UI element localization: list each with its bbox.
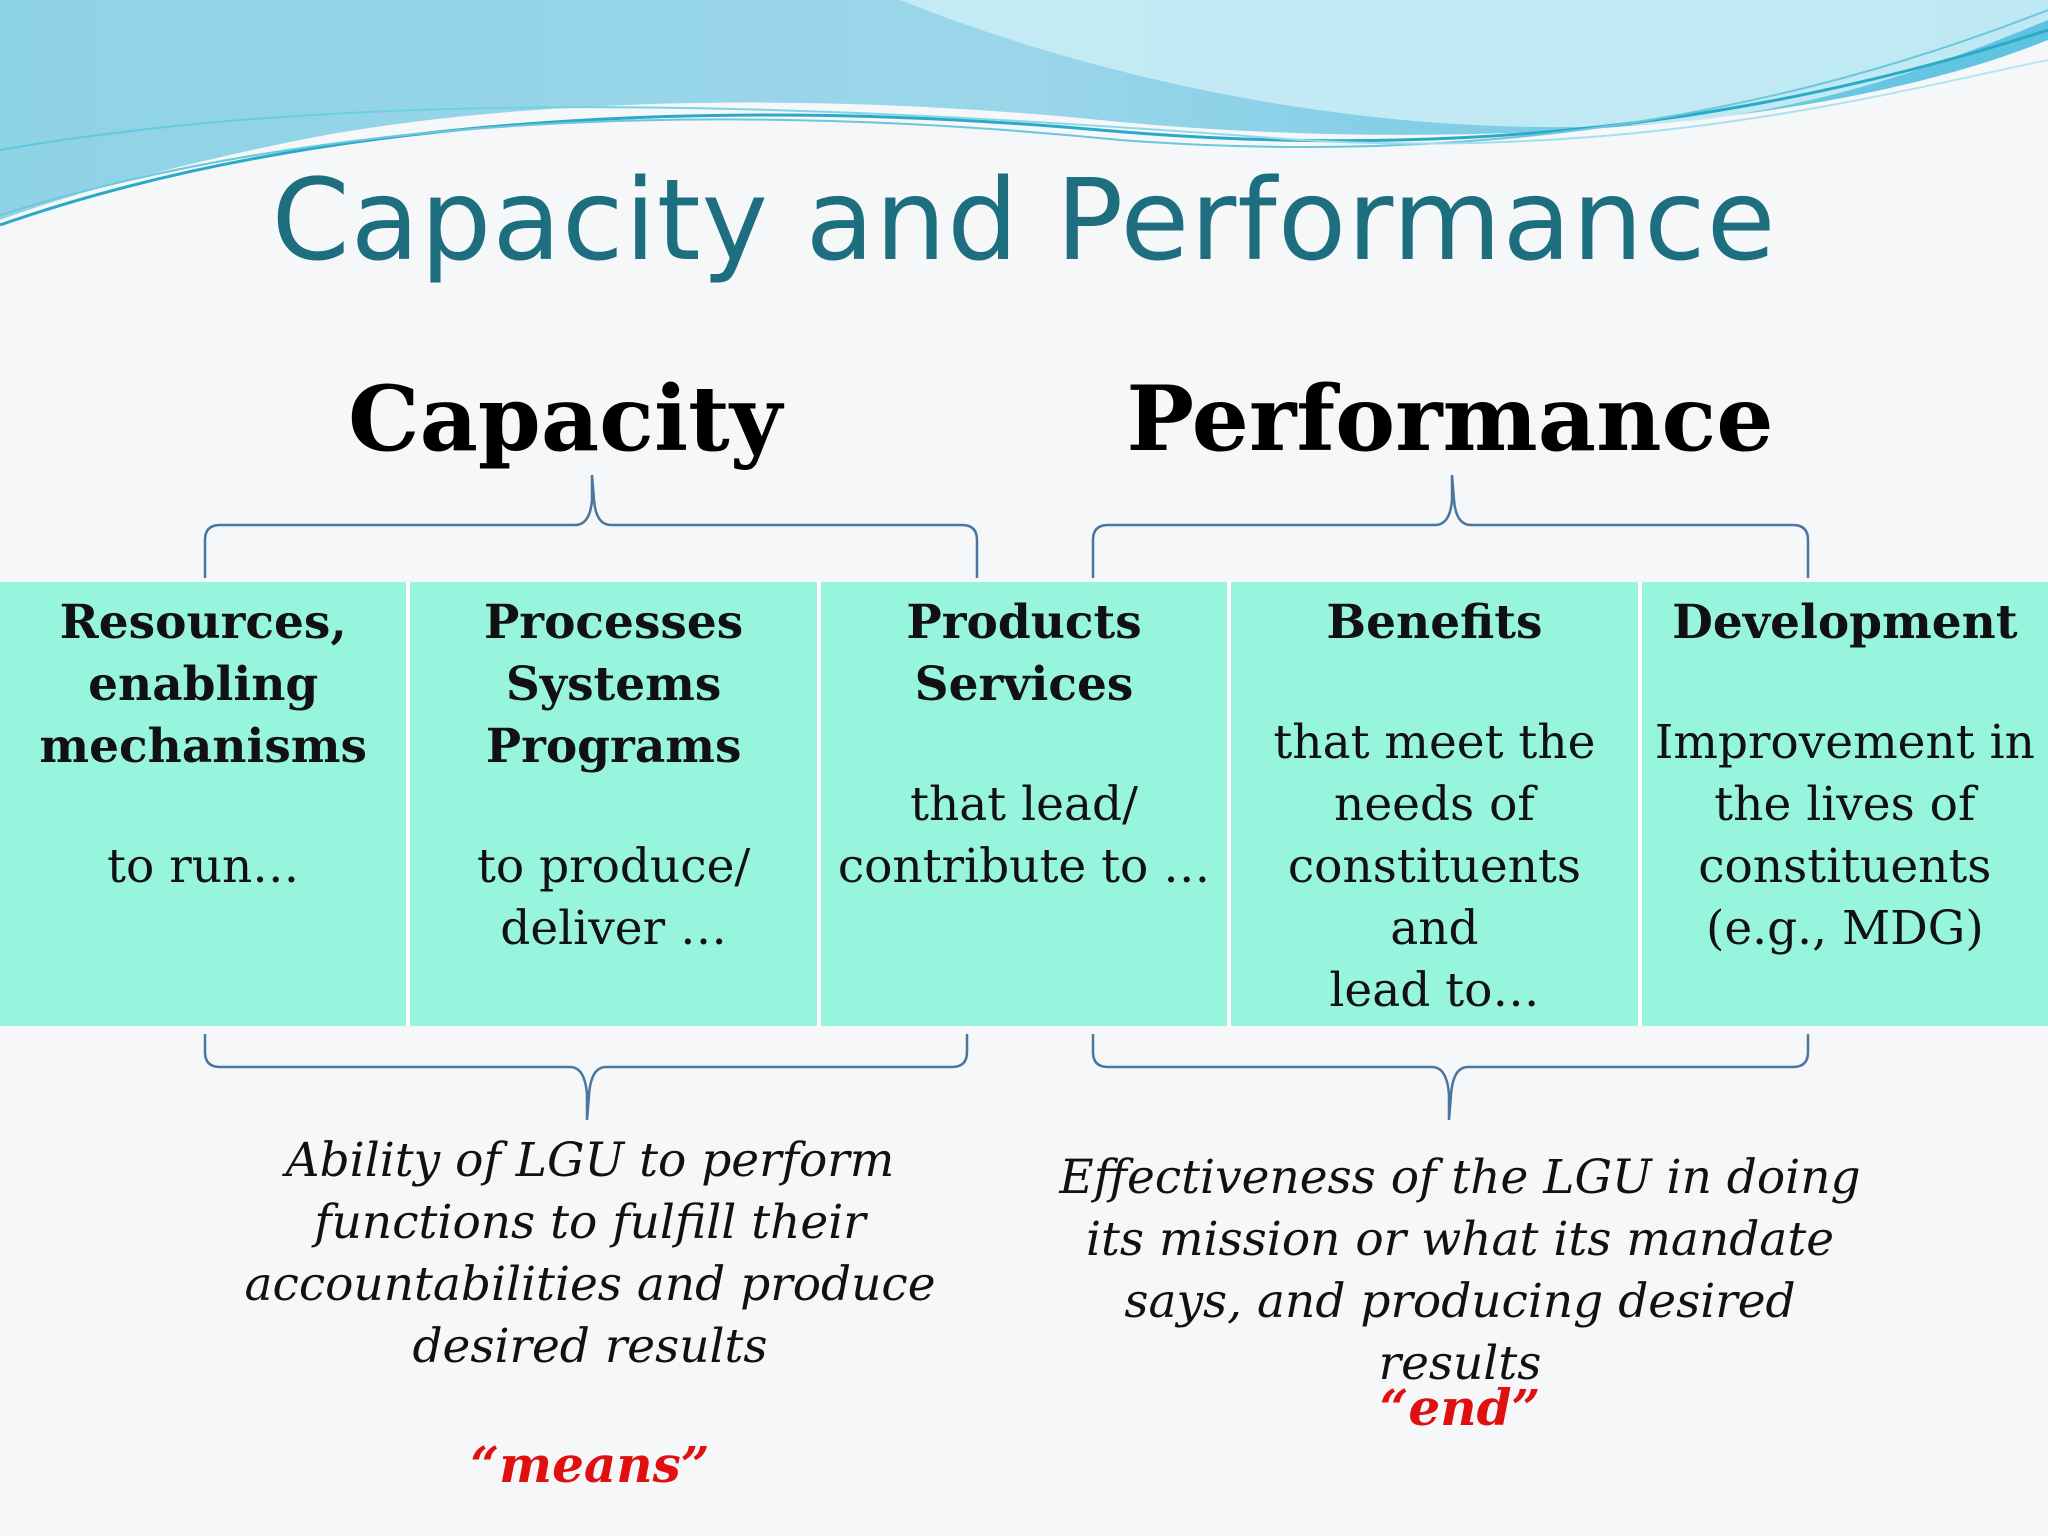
capacity-performance-chain: Resources, enabling mechanisms to run… P… bbox=[0, 582, 2048, 1026]
capacity-description: Ability of LGU to perform functions to f… bbox=[244, 1133, 936, 1374]
performance-top-brace bbox=[1091, 474, 1810, 578]
cell-heading: Benefits bbox=[1326, 595, 1543, 650]
cell-body: that meet the needs of constituents and … bbox=[1273, 715, 1596, 1018]
cell-heading: Development bbox=[1672, 595, 2018, 650]
cell-development: Development Improvement in the lives of … bbox=[1641, 582, 2048, 1026]
cell-heading: Products Services bbox=[906, 595, 1142, 712]
capacity-bottom-brace bbox=[203, 1034, 969, 1121]
slide-title: Capacity and Performance bbox=[271, 156, 1777, 286]
performance-bottom-brace bbox=[1091, 1034, 1810, 1121]
cell-products: Products Services that lead/ contribute … bbox=[820, 582, 1232, 1026]
header-wave-decoration bbox=[0, 0, 2048, 227]
cell-heading: Resources, enabling mechanisms bbox=[39, 595, 367, 774]
performance-heading: Performance bbox=[1126, 366, 1774, 472]
performance-description: Effectiveness of the LGU in doing its mi… bbox=[1059, 1150, 1861, 1391]
cell-benefits: Benefits that meet the needs of constitu… bbox=[1231, 582, 1642, 1026]
cell-processes: Processes Systems Programs to produce/ d… bbox=[410, 582, 821, 1026]
cell-body: that lead/ contribute to … bbox=[837, 777, 1211, 894]
capacity-top-brace bbox=[203, 474, 979, 578]
cell-body: to produce/ deliver … bbox=[476, 839, 751, 956]
capacity-means-tag: “means” bbox=[470, 1435, 710, 1494]
performance-end-tag: “end” bbox=[1379, 1378, 1541, 1437]
cell-body: Improvement in the lives of constituents… bbox=[1654, 715, 2035, 956]
cell-body: to run… bbox=[107, 839, 300, 894]
cell-resources: Resources, enabling mechanisms to run… bbox=[0, 582, 411, 1026]
cell-heading: Processes Systems Programs bbox=[483, 595, 744, 774]
capacity-heading: Capacity bbox=[347, 366, 783, 472]
